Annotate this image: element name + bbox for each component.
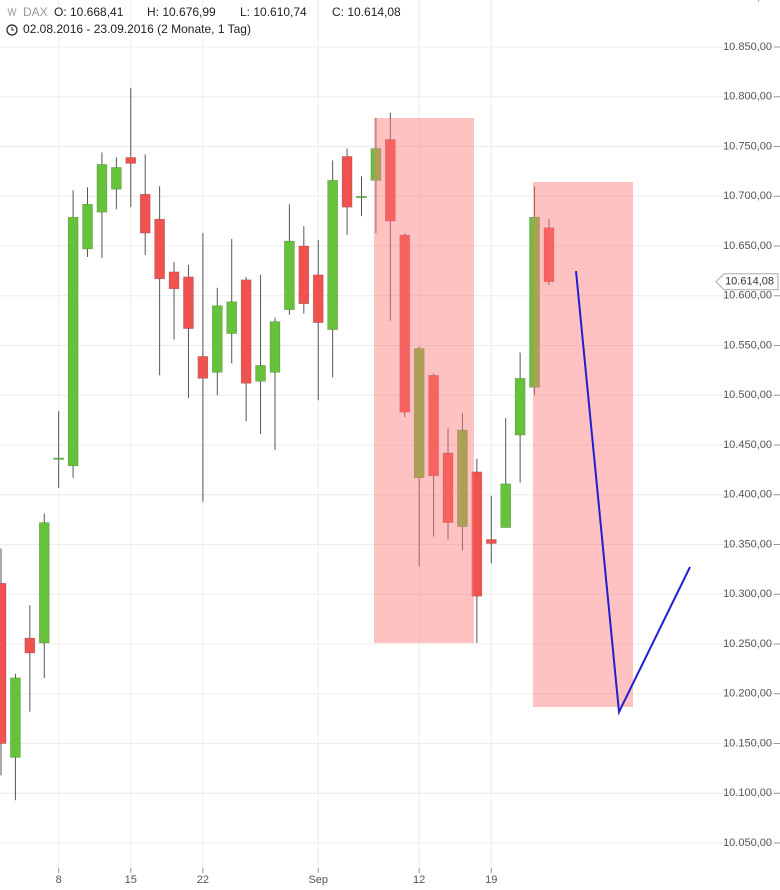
ohlc-label: C: 10.614,08 bbox=[332, 5, 401, 19]
symbol-icon bbox=[7, 7, 17, 17]
candle-body bbox=[500, 483, 512, 528]
y-tick-label: 10.850,00 bbox=[723, 41, 772, 53]
x-tick-label: 19 bbox=[485, 874, 497, 886]
y-tick-label: 10.800,00 bbox=[723, 91, 772, 103]
candle-body bbox=[111, 167, 122, 190]
y-tick-label: 10.550,00 bbox=[723, 339, 772, 351]
candle-body bbox=[125, 157, 137, 164]
y-tick-label: 10.050,00 bbox=[723, 837, 772, 849]
y-tick-label: 10.250,00 bbox=[723, 638, 772, 650]
drawn-line bbox=[575, 270, 691, 716]
candle-body bbox=[67, 216, 79, 467]
highlight-box bbox=[533, 182, 633, 707]
candle-body bbox=[356, 195, 367, 199]
x-tick-label: 22 bbox=[197, 874, 209, 886]
x-tick-label: Sep bbox=[308, 874, 328, 886]
y-tick-label: 10.600,00 bbox=[723, 290, 772, 302]
y-tick-label: 10.100,00 bbox=[723, 787, 772, 799]
ohlc-label: L: 10.610,74 bbox=[240, 5, 307, 19]
candle-body bbox=[385, 139, 396, 222]
candle-body bbox=[0, 583, 7, 744]
ohlc-label: H: 10.676,99 bbox=[147, 5, 216, 19]
highlight-box bbox=[374, 118, 474, 643]
candle-body bbox=[197, 356, 209, 379]
candle-body bbox=[298, 245, 310, 305]
candle-body bbox=[428, 375, 439, 477]
candle-body bbox=[24, 637, 36, 654]
candle-body bbox=[226, 301, 238, 334]
y-tick-label: 10.900,00 bbox=[723, 0, 772, 3]
x-tick-label: 12 bbox=[413, 874, 425, 886]
candle-body bbox=[413, 348, 425, 479]
candle-body bbox=[370, 148, 382, 181]
y-tick-label: 10.450,00 bbox=[723, 439, 772, 451]
candle-body bbox=[53, 457, 64, 460]
y-tick-label: 10.700,00 bbox=[723, 190, 772, 202]
candle-body bbox=[96, 164, 108, 213]
candle-body bbox=[82, 203, 93, 250]
candle-body bbox=[10, 677, 21, 758]
candle-body bbox=[38, 522, 50, 644]
last-price-marker bbox=[715, 273, 779, 291]
ohlc-label: O: 10.668,41 bbox=[54, 5, 124, 19]
y-tick-label: 10.200,00 bbox=[723, 688, 772, 700]
candle-body bbox=[240, 279, 252, 384]
axis: 10.050,00 10.100,00 10.150,00 10.200,00 10.2… bbox=[56, 0, 780, 886]
candles bbox=[0, 87, 555, 801]
candle-body bbox=[139, 193, 151, 234]
subtitle: 02.08.2016 - 23.09.2016 (2 Monate, 1 Tag… bbox=[23, 22, 251, 36]
clock-icon bbox=[6, 24, 18, 36]
candle-body bbox=[327, 180, 338, 330]
last-price-label: 10.614,08 bbox=[725, 276, 774, 288]
candle-body bbox=[442, 452, 454, 523]
x-tick-label: 15 bbox=[125, 874, 137, 886]
y-tick-label: 10.750,00 bbox=[723, 140, 772, 152]
y-tick-label: 10.150,00 bbox=[723, 737, 772, 749]
symbol: DAX bbox=[23, 5, 48, 19]
candle-body bbox=[168, 271, 180, 290]
candle-body bbox=[485, 539, 497, 544]
candle-body bbox=[341, 156, 353, 208]
candle-body bbox=[284, 240, 295, 310]
y-tick-label: 10.400,00 bbox=[723, 489, 772, 501]
candle-body bbox=[471, 471, 483, 597]
candle-body bbox=[312, 274, 324, 323]
y-tick-label: 10.300,00 bbox=[723, 588, 772, 600]
x-tick-label: 8 bbox=[56, 874, 62, 886]
candle-body bbox=[183, 276, 194, 329]
candle-body bbox=[399, 234, 411, 413]
y-tick-label: 10.650,00 bbox=[723, 240, 772, 252]
y-tick-label: 10.500,00 bbox=[723, 389, 772, 401]
candle-body bbox=[269, 321, 281, 373]
candle-body bbox=[212, 305, 223, 373]
candle-body bbox=[543, 227, 555, 283]
clock-icon bbox=[11, 27, 14, 31]
candle-body bbox=[457, 429, 468, 527]
candle-body bbox=[154, 218, 165, 280]
candle-body bbox=[255, 365, 266, 382]
candle-body bbox=[529, 216, 540, 388]
y-tick-label: 10.350,00 bbox=[723, 538, 772, 550]
candle-body bbox=[514, 378, 526, 436]
